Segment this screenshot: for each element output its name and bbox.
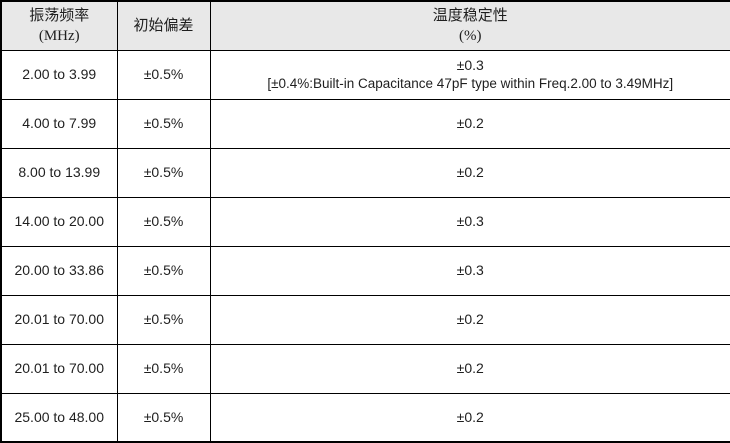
stability-note: [±0.4%:Built-in Capacitance 47pF type wi… bbox=[267, 75, 674, 91]
stability-value: ±0.3 bbox=[456, 262, 484, 279]
stability-value: ±0.3 bbox=[456, 56, 484, 73]
table-row: 14.00 to 20.00 ±0.5% ±0.3 bbox=[0, 196, 730, 247]
stability-cell: ±0.2 bbox=[209, 98, 730, 149]
deviation-cell: ±0.5% bbox=[116, 196, 211, 247]
table-row: 25.00 to 48.00 ±0.5% ±0.2 bbox=[0, 392, 730, 443]
stability-cell: ±0.2 bbox=[209, 147, 730, 198]
table-row: 8.00 to 13.99 ±0.5% ±0.2 bbox=[0, 147, 730, 198]
deviation-cell: ±0.5% bbox=[116, 294, 211, 345]
stability-value: ±0.2 bbox=[456, 408, 484, 425]
freq-cell: 20.01 to 70.00 bbox=[0, 343, 118, 394]
freq-cell: 20.00 to 33.86 bbox=[0, 245, 118, 296]
freq-cell: 25.00 to 48.00 bbox=[0, 392, 118, 443]
freq-cell: 4.00 to 7.99 bbox=[0, 98, 118, 149]
stability-cell: ±0.2 bbox=[209, 343, 730, 394]
table-row: 20.01 to 70.00 ±0.5% ±0.2 bbox=[0, 343, 730, 394]
stability-value: ±0.2 bbox=[456, 164, 484, 181]
header-initial-deviation-label: 初始偏差 bbox=[133, 17, 194, 34]
deviation-cell: ±0.5% bbox=[116, 98, 211, 149]
deviation-cell: ±0.5% bbox=[116, 343, 211, 394]
table-row: 20.01 to 70.00 ±0.5% ±0.2 bbox=[0, 294, 730, 345]
header-temperature-stability-unit: (%) bbox=[459, 27, 482, 44]
table-row: 20.00 to 33.86 ±0.5% ±0.3 bbox=[0, 245, 730, 296]
freq-cell: 2.00 to 3.99 bbox=[0, 49, 118, 100]
header-temperature-stability-label: 温度稳定性 bbox=[432, 7, 508, 24]
stability-value: ±0.2 bbox=[456, 360, 484, 377]
deviation-cell: ±0.5% bbox=[116, 147, 211, 198]
table-row: 2.00 to 3.99 ±0.5% ±0.3 [±0.4%:Built-in … bbox=[0, 49, 730, 100]
header-row: 振荡频率 (MHz) 初始偏差 温度稳定性 (%) bbox=[0, 0, 730, 51]
freq-cell: 14.00 to 20.00 bbox=[0, 196, 118, 247]
table-row: 4.00 to 7.99 ±0.5% ±0.2 bbox=[0, 98, 730, 149]
header-initial-deviation: 初始偏差 bbox=[116, 0, 211, 51]
stability-cell: ±0.3 [±0.4%:Built-in Capacitance 47pF ty… bbox=[209, 49, 730, 100]
freq-cell: 20.01 to 70.00 bbox=[0, 294, 118, 345]
deviation-cell: ±0.5% bbox=[116, 245, 211, 296]
stability-value: ±0.3 bbox=[456, 213, 484, 230]
deviation-cell: ±0.5% bbox=[116, 49, 211, 100]
freq-cell: 8.00 to 13.99 bbox=[0, 147, 118, 198]
stability-cell: ±0.2 bbox=[209, 392, 730, 443]
header-frequency-unit: (MHz) bbox=[38, 27, 80, 44]
header-frequency-label: 振荡频率 bbox=[29, 7, 90, 24]
stability-value: ±0.2 bbox=[456, 115, 484, 132]
header-temperature-stability: 温度稳定性 (%) bbox=[209, 0, 730, 51]
deviation-cell: ±0.5% bbox=[116, 392, 211, 443]
header-frequency: 振荡频率 (MHz) bbox=[0, 0, 118, 51]
stability-cell: ±0.3 bbox=[209, 245, 730, 296]
stability-cell: ±0.2 bbox=[209, 294, 730, 345]
stability-value: ±0.2 bbox=[456, 311, 484, 328]
stability-cell: ±0.3 bbox=[209, 196, 730, 247]
